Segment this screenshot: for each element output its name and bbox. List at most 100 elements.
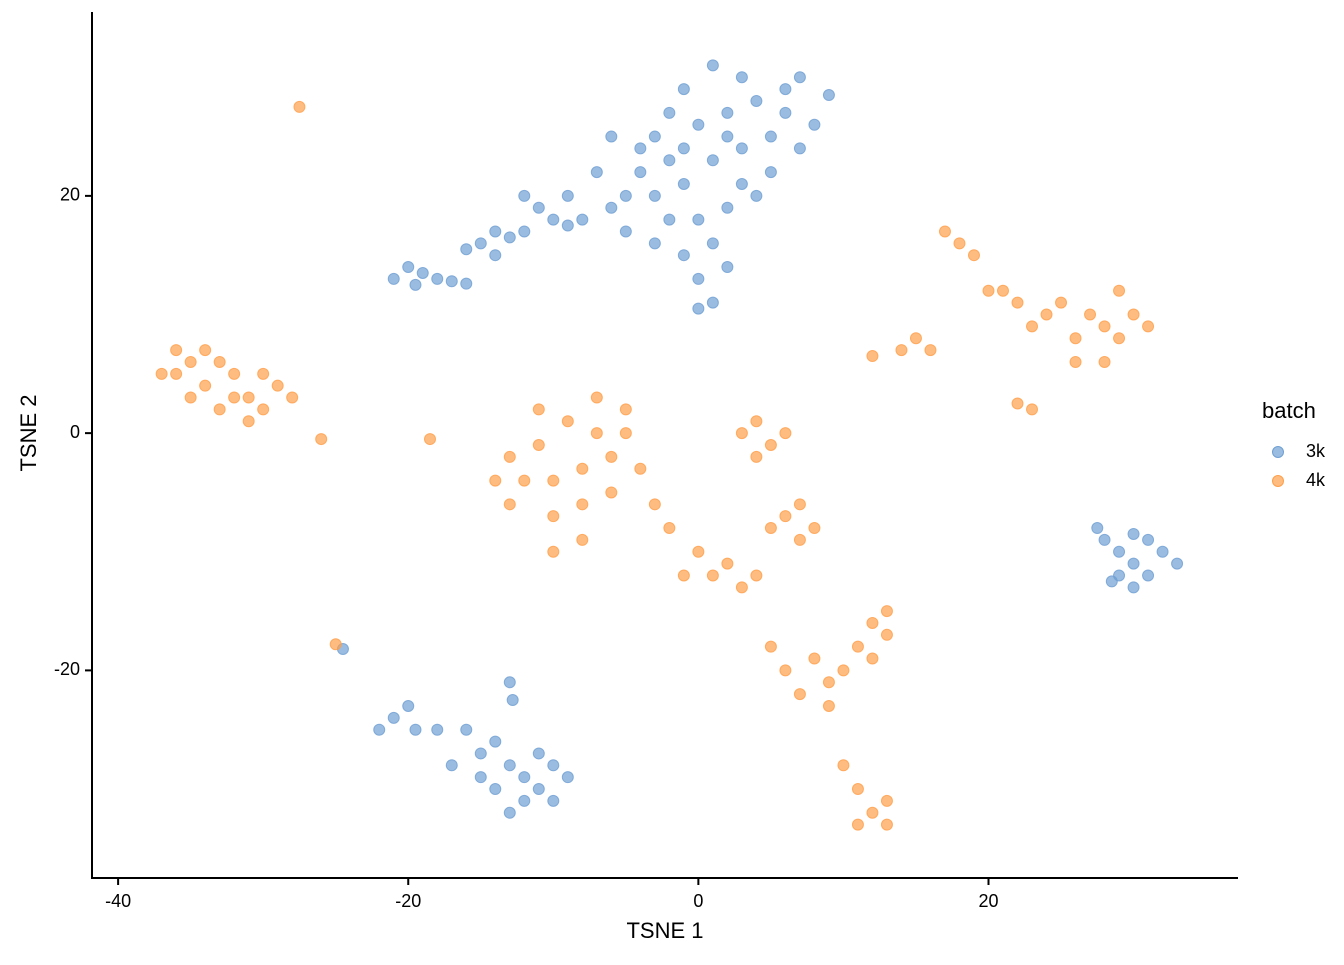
point: [547, 545, 560, 558]
point: [373, 723, 386, 736]
point: [518, 771, 531, 784]
point: [663, 106, 676, 119]
point: [706, 154, 719, 167]
point: [228, 391, 241, 404]
point: [735, 142, 748, 155]
point: [1142, 569, 1155, 582]
point: [793, 142, 806, 155]
point: [271, 379, 284, 392]
point: [822, 699, 835, 712]
point: [170, 344, 183, 357]
x-axis-label: TSNE 1: [626, 918, 703, 943]
point: [532, 403, 545, 416]
point: [735, 427, 748, 440]
point: [199, 379, 212, 392]
point: [257, 403, 270, 416]
point: [619, 225, 632, 238]
point: [880, 628, 893, 641]
point: [489, 783, 502, 796]
y-axis-label: TSNE 2: [16, 394, 41, 471]
point: [1127, 581, 1140, 594]
point: [547, 213, 560, 226]
point: [808, 652, 821, 665]
point: [982, 284, 995, 297]
point: [590, 166, 603, 179]
point: [576, 533, 589, 546]
point: [532, 201, 545, 214]
point: [590, 391, 603, 404]
point: [663, 522, 676, 535]
point: [735, 178, 748, 191]
point: [924, 344, 937, 357]
x-tick-label: 20: [978, 891, 998, 911]
point: [503, 676, 516, 689]
point: [402, 261, 415, 274]
point: [1098, 320, 1111, 333]
point: [619, 427, 632, 440]
point: [1091, 522, 1104, 535]
point: [706, 569, 719, 582]
point: [547, 759, 560, 772]
point: [721, 201, 734, 214]
point: [547, 510, 560, 523]
point: [619, 189, 632, 202]
point: [329, 638, 342, 651]
point: [1098, 355, 1111, 368]
x-tick-label: 0: [693, 891, 703, 911]
point: [518, 474, 531, 487]
point: [663, 213, 676, 226]
point: [1011, 397, 1024, 410]
y-tick-label: 20: [60, 185, 80, 205]
point: [155, 367, 168, 380]
point: [1105, 575, 1118, 588]
point: [460, 243, 473, 256]
point: [605, 201, 618, 214]
point: [518, 189, 531, 202]
point: [1127, 308, 1140, 321]
point: [750, 569, 763, 582]
point: [677, 83, 690, 96]
point: [808, 118, 821, 131]
point: [953, 237, 966, 250]
point: [257, 367, 270, 380]
point: [764, 522, 777, 535]
point: [721, 557, 734, 570]
point: [286, 391, 299, 404]
point: [1113, 332, 1126, 345]
point: [489, 225, 502, 238]
point: [170, 367, 183, 380]
point: [837, 664, 850, 677]
point: [409, 723, 422, 736]
point: [184, 391, 197, 404]
legend-label: 3k: [1306, 441, 1326, 461]
point: [503, 498, 516, 511]
point: [851, 818, 864, 831]
point: [199, 344, 212, 357]
point: [605, 130, 618, 143]
point: [677, 569, 690, 582]
point: [228, 367, 241, 380]
point: [750, 415, 763, 428]
legend-swatch: [1272, 475, 1284, 487]
point: [518, 794, 531, 807]
point: [503, 806, 516, 819]
point: [503, 759, 516, 772]
point: [721, 130, 734, 143]
point: [547, 474, 560, 487]
point: [561, 219, 574, 232]
x-tick-label: -40: [105, 891, 131, 911]
point: [489, 474, 502, 487]
point: [880, 794, 893, 807]
point: [1171, 557, 1184, 570]
point: [866, 350, 879, 363]
legend-swatch: [1272, 446, 1284, 458]
point: [692, 272, 705, 285]
point: [779, 510, 792, 523]
point: [1084, 308, 1097, 321]
point: [1011, 296, 1024, 309]
point: [648, 498, 661, 511]
point: [909, 332, 922, 345]
legend-title: batch: [1262, 398, 1316, 423]
point: [779, 664, 792, 677]
point: [967, 249, 980, 262]
